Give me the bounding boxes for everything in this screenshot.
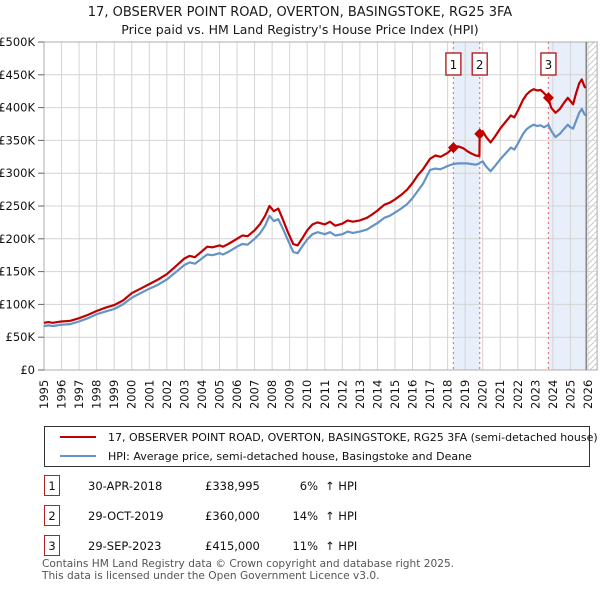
property-line-swatch — [60, 436, 96, 438]
svg-text:2001: 2001 — [142, 380, 156, 409]
svg-text:2015: 2015 — [388, 380, 402, 409]
transaction-2-date: 29-OCT-2019 — [88, 509, 164, 523]
chart-subtitle: Price paid vs. HM Land Registry's House … — [121, 22, 479, 37]
transaction-1-price: £338,995 — [205, 479, 260, 493]
svg-text:2019: 2019 — [458, 380, 472, 409]
transaction-3-hpi-delta: 11% — [292, 539, 318, 553]
transaction-1-hpi-delta: 6% — [299, 479, 318, 493]
transaction-1-hpi-label: ↑ HPI — [325, 479, 358, 493]
svg-text:2022: 2022 — [511, 380, 525, 409]
licence-notice: This data is licensed under the Open Gov… — [42, 570, 380, 582]
svg-text:£350K: £350K — [0, 133, 35, 147]
svg-text:£50K: £50K — [6, 330, 36, 344]
svg-text:2004: 2004 — [195, 380, 209, 409]
svg-text:2020: 2020 — [476, 380, 490, 409]
svg-text:1996: 1996 — [55, 380, 69, 409]
svg-text:2007: 2007 — [248, 380, 262, 409]
svg-text:2006: 2006 — [230, 380, 244, 409]
copyright-notice: Contains HM Land Registry data © Crown c… — [42, 558, 455, 570]
svg-text:2000: 2000 — [125, 380, 139, 409]
transaction-2-hpi-delta: 14% — [292, 509, 318, 523]
y-axis-labels: £0 £50K £100K £150K £200K £250K £300K £350K £400… — [0, 35, 44, 377]
transaction-2-hpi-label: ↑ HPI — [325, 509, 358, 523]
transaction-row-1: 1 30-APR-2018 £338,995 6% ↑ HPI — [44, 475, 590, 497]
svg-text:2009: 2009 — [283, 380, 297, 409]
svg-text:2014: 2014 — [370, 380, 384, 409]
svg-text:£500K: £500K — [0, 35, 35, 49]
svg-text:2013: 2013 — [353, 380, 367, 409]
sale-number-box-2: 2 — [471, 52, 488, 76]
svg-text:2023: 2023 — [528, 380, 542, 409]
transaction-2-badge: 2 — [44, 505, 60, 526]
svg-text:1995: 1995 — [37, 380, 51, 409]
svg-text:£250K: £250K — [0, 199, 35, 213]
svg-text:3: 3 — [545, 58, 553, 72]
transaction-3-price: £415,000 — [205, 539, 260, 553]
sale-marker-3 — [542, 92, 554, 104]
price-history-chart: £0 £50K £100K £150K £200K £250K £300K £350K £400… — [0, 35, 598, 409]
price-paid-indexed-line — [43, 78, 587, 324]
svg-text:2021: 2021 — [493, 380, 507, 409]
svg-text:1998: 1998 — [90, 380, 104, 409]
transaction-row-2: 2 29-OCT-2019 £360,000 14% ↑ HPI — [44, 505, 590, 527]
transaction-3-date: 29-SEP-2023 — [88, 539, 162, 553]
svg-text:1: 1 — [450, 58, 458, 72]
svg-text:2010: 2010 — [300, 380, 314, 409]
svg-text:£0: £0 — [20, 363, 35, 377]
svg-text:2012: 2012 — [335, 380, 349, 409]
transaction-row-3: 3 29-SEP-2023 £415,000 11% ↑ HPI — [44, 535, 590, 557]
svg-text:£200K: £200K — [0, 232, 35, 246]
transaction-1-badge: 1 — [44, 475, 60, 496]
x-axis-labels: 1995 1996 1997 1998 1999 2000 2001 2002 2003 2004… — [37, 380, 595, 409]
svg-text:1999: 1999 — [107, 380, 121, 409]
svg-text:£100K: £100K — [0, 297, 35, 311]
hpi-line-swatch — [60, 455, 96, 457]
svg-text:2011: 2011 — [318, 380, 332, 409]
svg-text:£400K: £400K — [0, 101, 35, 115]
hpi-average-line — [43, 107, 587, 328]
sale-number-box-3: 3 — [540, 52, 557, 76]
sale-number-box-1: 1 — [445, 52, 462, 76]
legend-row-hpi: HPI: Average price, semi-detached house,… — [45, 447, 589, 466]
svg-text:2026: 2026 — [581, 380, 595, 409]
legend-label-hpi: HPI: Average price, semi-detached house,… — [108, 449, 472, 463]
svg-text:1997: 1997 — [72, 380, 86, 409]
transaction-3-hpi-label: ↑ HPI — [325, 539, 358, 553]
svg-text:£300K: £300K — [0, 166, 35, 180]
legend-row-property: 17, OBSERVER POINT ROAD, OVERTON, BASING… — [45, 428, 598, 447]
transaction-2-price: £360,000 — [205, 509, 260, 523]
legend-label-property: 17, OBSERVER POINT ROAD, OVERTON, BASING… — [108, 430, 598, 444]
svg-text:£450K: £450K — [0, 68, 35, 82]
svg-text:2025: 2025 — [563, 380, 577, 409]
chart-title: 17, OBSERVER POINT ROAD, OVERTON, BASING… — [87, 5, 513, 20]
svg-text:2018: 2018 — [441, 380, 455, 409]
svg-text:2016: 2016 — [406, 380, 420, 409]
svg-text:2017: 2017 — [423, 380, 437, 409]
svg-text:2005: 2005 — [212, 380, 226, 409]
svg-text:2024: 2024 — [546, 380, 560, 409]
sale-marker-2 — [474, 128, 486, 140]
transaction-1-date: 30-APR-2018 — [88, 479, 163, 493]
svg-text:2002: 2002 — [160, 380, 174, 409]
sale-marker-1 — [447, 142, 459, 154]
svg-text:£150K: £150K — [0, 265, 35, 279]
svg-text:2: 2 — [476, 58, 484, 72]
svg-text:2003: 2003 — [177, 380, 191, 409]
chart-legend: 17, OBSERVER POINT ROAD, OVERTON, BASING… — [44, 426, 598, 467]
transaction-3-badge: 3 — [44, 535, 60, 556]
svg-text:2008: 2008 — [265, 380, 279, 409]
